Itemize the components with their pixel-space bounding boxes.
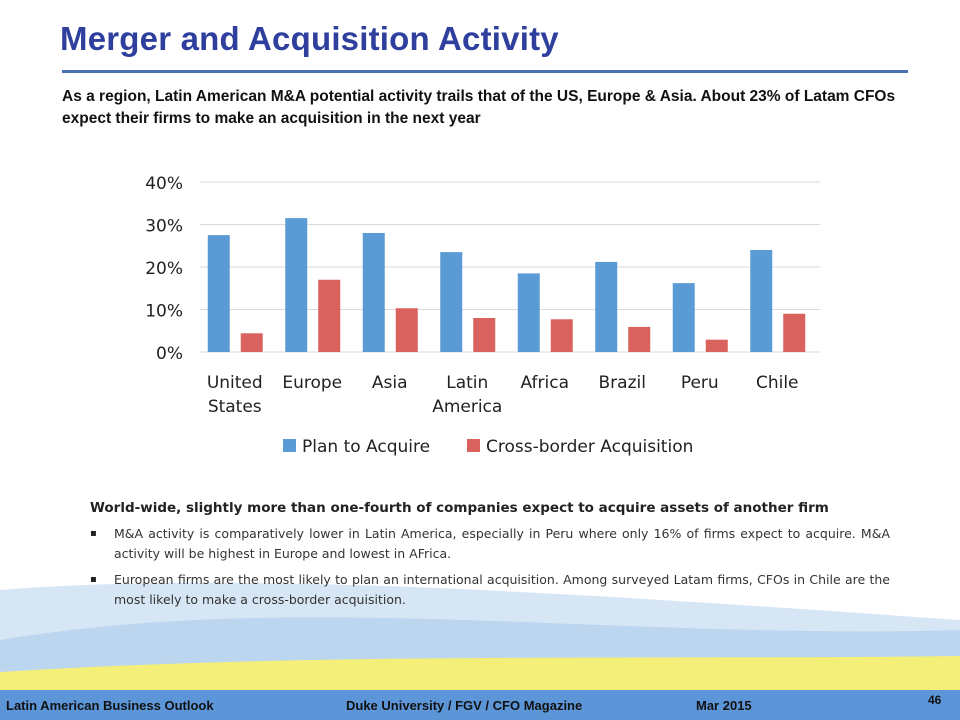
- x-tick-label: Peru: [681, 373, 719, 393]
- bar-plan: [207, 235, 230, 352]
- x-tick-label: Asia: [372, 373, 408, 393]
- bar-plan: [285, 218, 308, 352]
- page-title: Merger and Acquisition Activity: [60, 20, 559, 57]
- legend-swatch: [467, 439, 480, 452]
- x-tick-label: States: [208, 397, 262, 417]
- square-bullet-icon: ▪: [90, 574, 97, 585]
- title-divider: [62, 70, 908, 73]
- bar-cross-border: [705, 339, 728, 352]
- page-subtitle: As a region, Latin American M&A potentia…: [62, 88, 896, 127]
- x-tick-label: Africa: [521, 373, 570, 393]
- legend-swatch: [283, 439, 296, 452]
- x-tick-label: United: [207, 373, 263, 393]
- bar-chart: 0% 10% 20% 30% 40% United States Europe Asia Lati…: [145, 174, 820, 457]
- decorative-swoosh: [0, 582, 960, 690]
- x-tick-label: Latin: [446, 373, 488, 393]
- bar-cross-border: [550, 319, 573, 352]
- bar-plan: [595, 261, 618, 352]
- y-tick-label: 20%: [145, 259, 183, 279]
- bar-plan: [750, 250, 773, 352]
- legend-label: Plan to Acquire: [302, 437, 430, 457]
- bar-cross-border: [473, 318, 496, 352]
- legend-label: Cross-border Acquisition: [486, 437, 693, 457]
- bullet-text: M&A activity is comparatively lower in L…: [114, 526, 890, 561]
- bar-cross-border: [783, 313, 806, 352]
- bullet-item: ▪ European firms are the most likely to p…: [90, 570, 890, 610]
- bar-plan: [517, 273, 540, 352]
- footer-date: Mar 2015: [696, 698, 752, 713]
- commentary-bullets: ▪ M&A activity is comparatively lower in …: [90, 524, 890, 610]
- bar-plan: [362, 233, 385, 352]
- bullet-text: European firms are the most likely to pl…: [114, 572, 890, 607]
- bar-cross-border: [628, 326, 651, 352]
- x-tick-label: Chile: [756, 373, 799, 393]
- x-tick-label: Brazil: [599, 373, 646, 393]
- footer-bar: Latin American Business Outlook Duke Uni…: [0, 690, 960, 720]
- commentary: World-wide, slightly more than one-fourt…: [90, 500, 890, 616]
- y-tick-label: 0%: [156, 344, 183, 364]
- bar-cross-border: [318, 279, 341, 352]
- bar-cross-border: [240, 333, 263, 352]
- y-tick-label: 10%: [145, 302, 183, 322]
- commentary-heading: World-wide, slightly more than one-fourt…: [90, 500, 829, 516]
- square-bullet-icon: ▪: [90, 528, 97, 539]
- y-tick-label: 40%: [145, 174, 183, 194]
- x-tick-label: America: [432, 397, 502, 417]
- page-number: 46: [928, 693, 942, 707]
- bullet-item: ▪ M&A activity is comparatively lower in …: [90, 524, 890, 564]
- footer-report-name: Latin American Business Outlook: [6, 698, 214, 713]
- bar-plan: [672, 283, 695, 352]
- bar-plan: [440, 252, 463, 352]
- bar-cross-border: [395, 308, 418, 352]
- y-tick-label: 30%: [145, 217, 183, 237]
- footer-source: Duke University / FGV / CFO Magazine: [346, 698, 583, 713]
- x-tick-label: Europe: [282, 373, 342, 393]
